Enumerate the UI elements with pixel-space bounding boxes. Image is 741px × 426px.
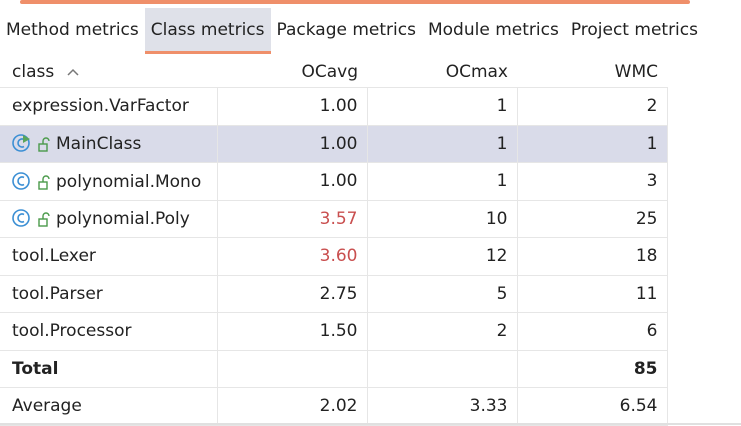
- cell: Total: [0, 349, 218, 388]
- tab-bar: Method metrics Class metrics Package met…: [0, 8, 704, 54]
- cell: 12: [366, 237, 518, 276]
- focus-line: [20, 0, 690, 4]
- class-icon: [12, 209, 30, 228]
- tab[interactable]: Project metrics: [570, 20, 698, 40]
- lock-icon: [38, 137, 50, 152]
- header-row: class OCavg OCmax WMC: [0, 56, 667, 88]
- total-label: Total: [12, 358, 59, 379]
- metrics-table: class OCavg OCmax WMC expression.VarFact…: [0, 56, 668, 426]
- cell: 25: [516, 199, 668, 238]
- row[interactable]: polynomial.Poly 3.57 10 25: [0, 199, 668, 238]
- column-header[interactable]: OCmax: [445, 61, 508, 82]
- row[interactable]: expression.VarFactor 1.00 1 2: [0, 87, 668, 126]
- column-header[interactable]: class: [0, 56, 217, 88]
- cell: 85: [516, 349, 668, 388]
- cell: 6.54: [516, 387, 668, 426]
- cell: 3: [516, 162, 668, 201]
- cell: tool.Parser: [0, 274, 218, 313]
- total-value: 85: [633, 358, 658, 379]
- cell: 5: [366, 274, 518, 313]
- cell-text: polynomial.Mono: [56, 171, 202, 192]
- tab[interactable]: Package metrics: [276, 20, 416, 40]
- cell: 10: [366, 199, 518, 238]
- header-text: class: [12, 61, 55, 82]
- cell: 1.00: [216, 87, 368, 126]
- cell: 11: [516, 274, 668, 313]
- cell: Average: [0, 387, 218, 426]
- lock-icon: [38, 175, 50, 190]
- cell: polynomial.Mono: [0, 162, 218, 201]
- cell: 1.50: [216, 312, 368, 351]
- cell: polynomial.Poly: [0, 199, 218, 238]
- cell: 6: [516, 312, 668, 351]
- lock-icon: [38, 212, 50, 227]
- cell: 2: [516, 87, 668, 126]
- cell: 1: [516, 124, 668, 163]
- row[interactable]: tool.Parser 2.75 5 11: [0, 274, 668, 313]
- tab[interactable]: Method metrics: [6, 20, 139, 40]
- cell-text: polynomial.Poly: [56, 209, 190, 230]
- row[interactable]: polynomial.Mono 1.00 1 3: [0, 162, 668, 201]
- tab[interactable]: Module metrics: [427, 20, 559, 40]
- cell: 1: [366, 87, 518, 126]
- total-row: Total 85: [0, 349, 668, 388]
- bottom-border: [0, 423, 741, 425]
- average-row: Average 2.02 3.33 6.54: [0, 387, 668, 426]
- cell: tool.Processor: [0, 312, 218, 351]
- cell: 1.00: [216, 124, 368, 163]
- cell: 2: [366, 312, 518, 351]
- row[interactable]: tool.Lexer 3.60 12 18: [0, 237, 668, 276]
- cell: 2.75: [216, 274, 368, 313]
- cell: 1.00: [216, 162, 368, 201]
- cell: MainClass: [0, 124, 218, 163]
- column-header[interactable]: OCavg: [301, 61, 358, 82]
- cell-text: MainClass: [56, 134, 142, 155]
- tab-selected[interactable]: Class metrics: [144, 8, 271, 54]
- cell: [216, 349, 368, 388]
- sort-arrow: [67, 68, 79, 76]
- cell: expression.VarFactor: [0, 87, 218, 126]
- cell-warning: 3.60: [216, 237, 368, 276]
- row[interactable]: tool.Processor 1.50 2 6: [0, 312, 668, 351]
- cell: 1: [366, 162, 518, 201]
- class-icon: [12, 171, 30, 190]
- cell: 1: [366, 124, 518, 163]
- cell-warning: 3.57: [216, 199, 368, 238]
- cell: tool.Lexer: [0, 237, 218, 276]
- row-selected[interactable]: MainClass 1.00 1 1: [0, 124, 668, 163]
- cell: 18: [516, 237, 668, 276]
- column-header[interactable]: WMC: [614, 61, 658, 82]
- class-run-icon: [12, 134, 30, 153]
- cell: 3.33: [366, 387, 518, 426]
- cell: [366, 349, 518, 388]
- cell: 2.02: [216, 387, 368, 426]
